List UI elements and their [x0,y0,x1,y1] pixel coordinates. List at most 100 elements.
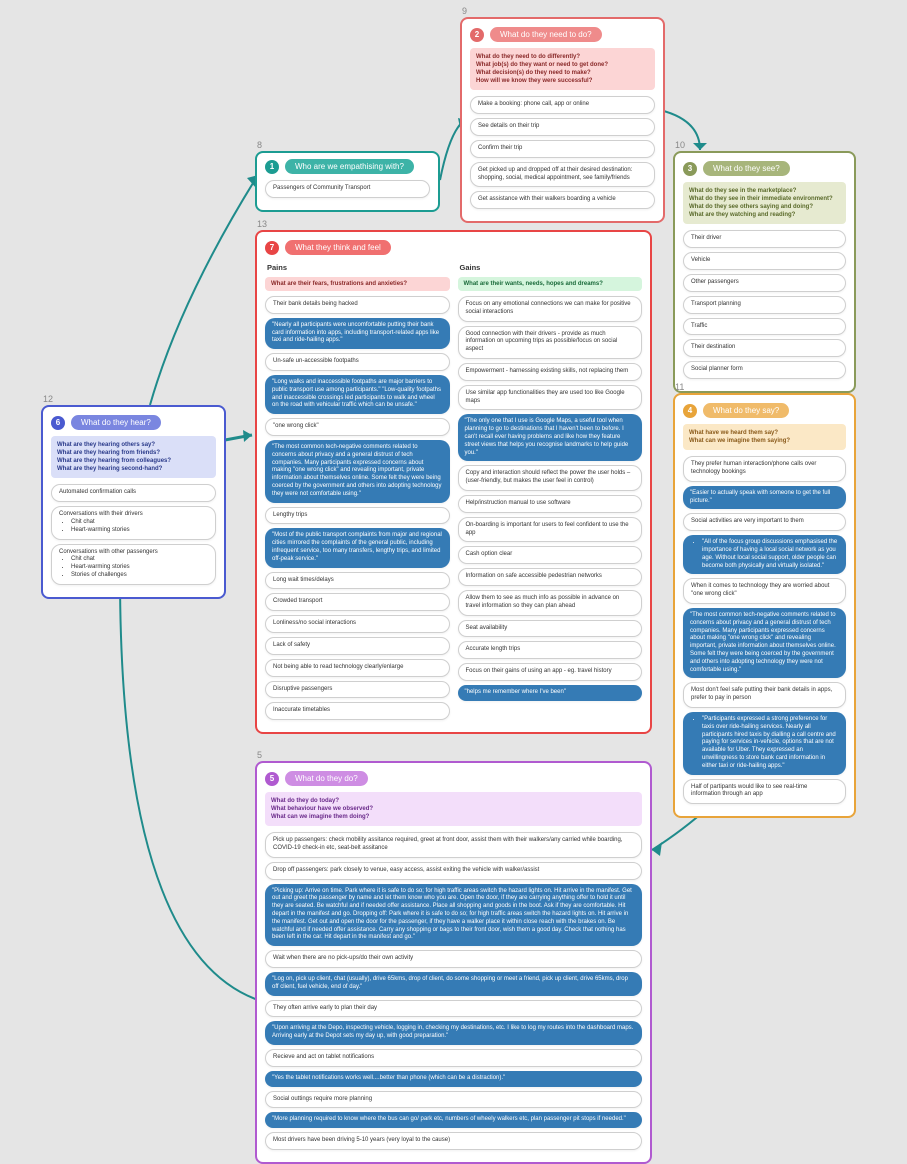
panel-need[interactable]: 9 2 What do they need to do? What do the… [460,17,665,223]
quote-card[interactable]: "All of the focus group discussions emph… [683,535,846,574]
note-card[interactable]: Lonliness/no social interactions [265,615,450,633]
note-card[interactable]: They often arrive early to plan their da… [265,1000,642,1018]
note-card[interactable]: Wait when there are no pick-ups/do their… [265,950,642,968]
outer-number: 11 [675,382,684,392]
quote-card[interactable]: "Log on, pick up client, chat (usually),… [265,972,642,996]
quote-card[interactable]: "Yes the tablet notifications works well… [265,1071,642,1087]
panel-title: What do they see? [703,161,790,176]
note-card[interactable]: Traffic [683,318,846,336]
gains-label: Gains [460,263,643,272]
panel-say[interactable]: 11 4 What do they say? What have we hear… [673,393,856,818]
cards-container: Automated confirmation calls Conversation… [51,484,216,584]
note-card[interactable]: Get picked up and dropped off at their d… [470,162,655,188]
note-card[interactable]: Social planner form [683,361,846,379]
note-card[interactable]: Vehicle [683,252,846,270]
quote-card[interactable]: "Participants expressed a strong prefere… [683,712,846,775]
note-card[interactable]: Their bank details being hacked [265,296,450,314]
panel-title: What do they need to do? [490,27,602,42]
note-card[interactable]: Automated confirmation calls [51,484,216,502]
note-card[interactable]: Focus on any emotional connections we ca… [458,296,643,322]
gains-prompt: What are their wants, needs, hopes and d… [458,277,643,291]
note-card[interactable]: Allow them to see as much info as possib… [458,590,643,616]
note-card[interactable]: Social activities are very important to … [683,513,846,531]
quote-card[interactable]: "Long walks and inaccessible footpaths a… [265,375,450,414]
note-card[interactable]: Cash option clear [458,546,643,564]
note-card[interactable]: Conversations with their driversChit cha… [51,506,216,539]
note-card[interactable]: Seat availability [458,620,643,638]
panel-title: What do they do? [285,771,368,786]
note-card[interactable]: Most don't feel safe putting their bank … [683,682,846,708]
note-card[interactable]: "one wrong click" [265,418,450,436]
prompts-box: What do they see in the marketplace?What… [683,182,846,224]
note-card[interactable]: See details on their trip [470,118,655,136]
note-card[interactable]: On-boarding is important for users to fe… [458,517,643,543]
prompts-box: What do they need to do differently?What… [470,48,655,90]
note-card[interactable]: Use similar app functionalities they are… [458,385,643,411]
note-card[interactable]: When it comes to technology they are wor… [683,578,846,604]
panel-hear[interactable]: 12 6 What do they hear? What are they he… [41,405,226,599]
note-card[interactable]: Confirm their trip [470,140,655,158]
note-card[interactable]: Long wait times/delays [265,572,450,590]
note-card[interactable]: Focus on their gains of using an app - e… [458,663,643,681]
prompts-box: What do they do today?What behaviour hav… [265,792,642,826]
note-card[interactable]: Conversations with other passengersChit … [51,544,216,585]
note-card[interactable]: Most drivers have been driving 5-10 year… [265,1132,642,1150]
note-card[interactable]: Social outtings require more planning [265,1091,642,1109]
note-card[interactable]: Crowded transport [265,593,450,611]
note-card[interactable]: Get assistance with their walkers boardi… [470,191,655,209]
note-card[interactable]: Passengers of Community Transport [265,180,430,198]
note-card[interactable]: Half of partipants would like to see rea… [683,779,846,805]
panel-do[interactable]: 5 5 What do they do? What do they do tod… [255,761,652,1164]
panel-who[interactable]: 8 1 Who are we empathising with? Passeng… [255,151,440,212]
note-card[interactable]: They prefer human interaction/phone call… [683,456,846,482]
quote-card[interactable]: "Nearly all participants were uncomforta… [265,318,450,349]
cards-container: They prefer human interaction/phone call… [683,456,846,804]
outer-number: 5 [257,750,262,760]
note-card[interactable]: Empowerment - harnessing existing skills… [458,363,643,381]
note-card[interactable]: Not being able to read technology clearl… [265,659,450,677]
quote-card[interactable]: "Easier to actually speak with someone t… [683,486,846,510]
pains-label: Pains [267,263,450,272]
note-card[interactable]: Their driver [683,230,846,248]
note-card[interactable]: Make a booking: phone call, app or onlin… [470,96,655,114]
pains-prompt: What are their fears, frustrations and a… [265,277,450,291]
quote-card[interactable]: "The most common tech-negative comments … [683,608,846,678]
note-card[interactable]: Other passengers [683,274,846,292]
note-card[interactable]: Their destination [683,339,846,357]
note-card[interactable]: Lengthy trips [265,507,450,525]
quote-card[interactable]: "The most common tech-negative comments … [265,440,450,503]
outer-number: 12 [43,394,53,404]
inner-number: 5 [265,772,279,786]
note-card[interactable]: Help/instruction manual to use software [458,495,643,513]
note-card[interactable]: Inaccurate timetables [265,702,450,720]
gains-cards: Focus on any emotional connections we ca… [458,296,643,701]
inner-number: 7 [265,241,279,255]
quote-card[interactable]: "Upon arriving at the Depo, inspecting v… [265,1021,642,1045]
quote-card[interactable]: "helps me remember where I've been" [458,685,643,701]
quote-card[interactable]: "The only one that I use is Google Maps,… [458,414,643,461]
note-card[interactable]: Pick up passengers: check mobility assit… [265,832,642,858]
note-card[interactable]: Un-safe un-accessible footpaths [265,353,450,371]
empathy-map-canvas: 8 1 Who are we empathising with? Passeng… [0,0,907,1148]
quote-card[interactable]: "Picking up: Arrive on time. Park where … [265,884,642,947]
note-card[interactable]: Copy and interaction should reflect the … [458,465,643,491]
pains-column: Pains What are their fears, frustrations… [265,261,450,724]
note-card[interactable]: Disruptive passengers [265,681,450,699]
note-card[interactable]: Accurate length trips [458,641,643,659]
inner-number: 6 [51,416,65,430]
cards-container: Passengers of Community Transport [265,180,430,198]
note-card[interactable]: Recieve and act on tablet notifications [265,1049,642,1067]
panel-title: What do they hear? [71,415,161,430]
quote-card[interactable]: "Most of the public transport complaints… [265,528,450,567]
panel-think[interactable]: 13 7 What they think and feel Pains What… [255,230,652,734]
note-card[interactable]: Information on safe accessible pedestria… [458,568,643,586]
cards-container: Their driver Vehicle Other passengers Trans… [683,230,846,379]
cards-container: Pick up passengers: check mobility assit… [265,832,642,1150]
gains-column: Gains What are their wants, needs, hopes… [458,261,643,724]
note-card[interactable]: Transport planning [683,296,846,314]
note-card[interactable]: Drop off passengers: park closely to ven… [265,862,642,880]
panel-see[interactable]: 10 3 What do they see? What do they see … [673,151,856,393]
note-card[interactable]: Good connection with their drivers - pro… [458,326,643,359]
note-card[interactable]: Lack of safety [265,637,450,655]
quote-card[interactable]: "More planning required to know where th… [265,1112,642,1128]
